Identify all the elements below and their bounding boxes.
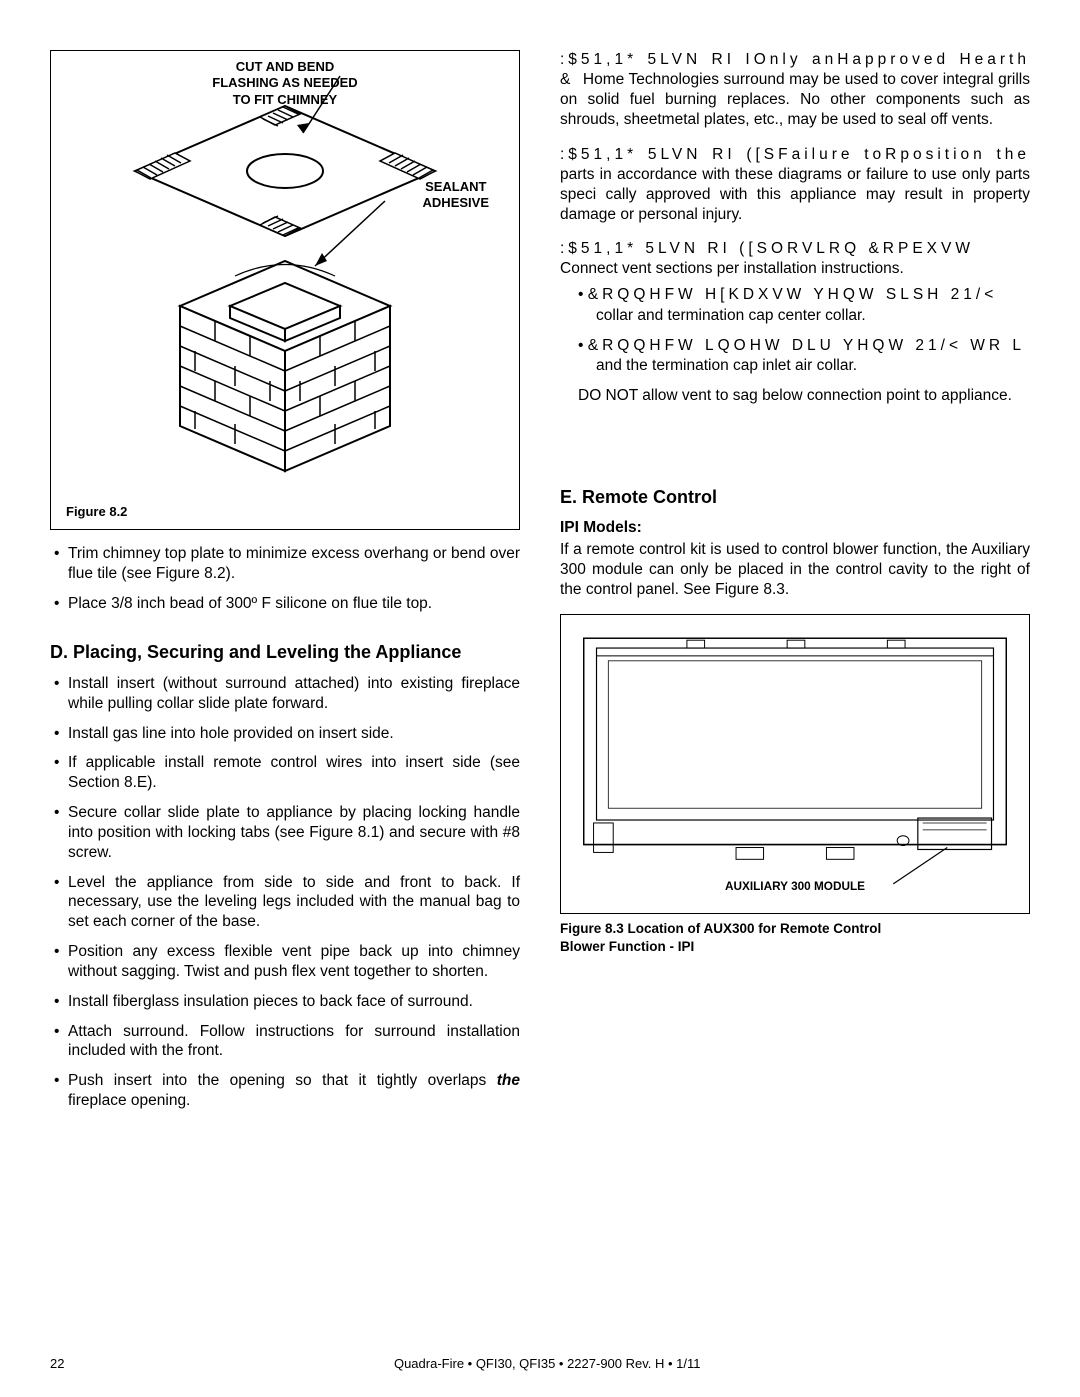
list-item: Level the appliance from side to side an… (50, 873, 520, 932)
figure-8-2-svg (85, 61, 485, 491)
figure-8-2-top-label: CUT AND BEND FLASHING AS NEEDED TO FIT C… (51, 59, 519, 108)
figure-8-3-svg: AUXILIARY 300 MODULE (569, 623, 1021, 905)
list-item: If applicable install remote control wir… (50, 753, 520, 793)
list-item: Install fiberglass insulation pieces to … (50, 992, 520, 1012)
connect-2: • &RQQHFW LQOHW DLU YHQW 21/< WR L and t… (560, 336, 1030, 376)
list-item: Secure collar slide plate to appliance b… (50, 803, 520, 862)
list-item: Install gas line into hole provided on i… (50, 724, 520, 744)
connect-3: DO NOT allow vent to sag below connectio… (560, 386, 1030, 406)
list-item: Place 3/8 inch bead of 300º F silicone o… (50, 594, 520, 614)
list-item: Push insert into the opening so that it … (50, 1071, 520, 1111)
page-footer: 22 Quadra-Fire • QFI30, QFI35 • 2227-900… (50, 1356, 1030, 1371)
figure-8-2-box: CUT AND BEND FLASHING AS NEEDED TO FIT C… (50, 50, 520, 530)
warning-3: :$51,1* 5LVN RI ([SORVLRQ &RPEXVW Connec… (560, 239, 1030, 279)
ipi-models-head: IPI Models: (560, 519, 1030, 537)
footer-text: Quadra-Fire • QFI30, QFI35 • 2227-900 Re… (50, 1356, 1030, 1371)
section-e-heading: E. Remote Control (560, 486, 1030, 509)
connect-1: • &RQQHFW H[KDXVW YHQW SLSH 21/< collar … (560, 285, 1030, 325)
section-d-heading: D. Placing, Securing and Leveling the Ap… (50, 641, 520, 664)
list-item: Trim chimney top plate to minimize exces… (50, 544, 520, 584)
figure-8-3-box: AUXILIARY 300 MODULE (560, 614, 1030, 914)
bullets-after-fig: Trim chimney top plate to minimize exces… (50, 544, 520, 613)
list-item: Install insert (without surround attache… (50, 674, 520, 714)
warning-1: :$51,1* 5LVN RI IOnly anHapproved Hearth… (560, 50, 1030, 131)
figure-8-3-caption: Figure 8.3 Location of AUX300 for Remote… (560, 920, 1030, 956)
list-item: Position any excess flexible vent pipe b… (50, 942, 520, 982)
list-item: Attach surround. Follow instructions for… (50, 1022, 520, 1062)
warning-2: :$51,1* 5LVN RI ([SFailure toRposition t… (560, 145, 1030, 226)
section-d-bullets: Install insert (without surround attache… (50, 674, 520, 1111)
aux-module-label: AUXILIARY 300 MODULE (725, 880, 865, 893)
figure-8-2-mid-label: SEALANT ADHESIVE (423, 179, 489, 212)
ipi-models-body: If a remote control kit is used to contr… (560, 540, 1030, 600)
footer-page-number: 22 (50, 1356, 64, 1371)
figure-8-2-caption: Figure 8.2 (66, 504, 127, 519)
